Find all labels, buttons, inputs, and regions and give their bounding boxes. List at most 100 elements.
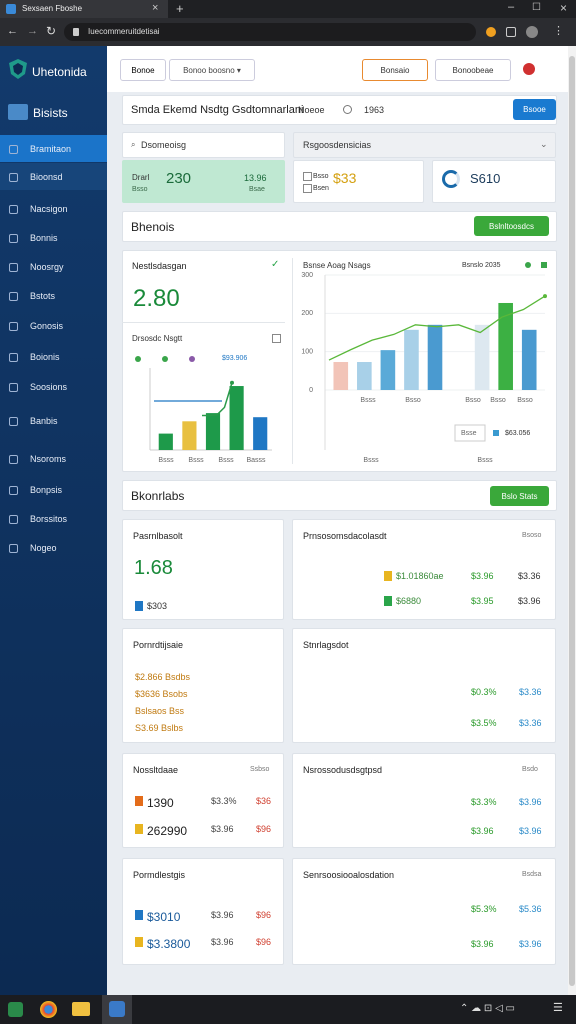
row-cell: $0.3% (471, 687, 497, 697)
nav-icon (9, 145, 18, 154)
nav-icon (9, 263, 18, 272)
line-end (543, 294, 547, 299)
app-icon (109, 1001, 125, 1017)
checkbox[interactable] (303, 184, 312, 193)
toolbar (107, 46, 568, 92)
notification-icon[interactable] (523, 63, 535, 75)
nav-item[interactable]: Nsoroms (30, 454, 67, 464)
browser-icon[interactable] (40, 1001, 57, 1018)
main-chart-title: Bsnse Aoag Nsags (303, 261, 371, 270)
nav-item[interactable]: Bramitaon (30, 144, 72, 154)
section-header (122, 480, 557, 511)
nav-icon (9, 322, 18, 331)
nav-icon (9, 173, 18, 182)
primary-button[interactable]: Bonsaio (362, 59, 428, 81)
stat-card: Pormdlestgis $3010 $3.96 $96 $3.3800 $3.96 $96 (122, 858, 284, 965)
nav-item[interactable]: Borssitos (30, 514, 68, 524)
x-label: Bsso (465, 397, 481, 404)
new-tab[interactable]: + (176, 1, 184, 16)
tab-close[interactable]: × (152, 2, 159, 14)
nav-item[interactable]: Bioonsd (30, 172, 63, 182)
bar (357, 362, 372, 390)
nav-icon (9, 417, 18, 426)
select-label: Bonoo boosno (183, 65, 235, 75)
start-button[interactable] (8, 1002, 23, 1017)
main-chart: 0 100 200 300 Bsss Bsso Bsso Bsso Bsso Bsse $63.05… (301, 272, 547, 464)
x-label: Basss (246, 457, 266, 464)
bar (229, 386, 244, 450)
filter-button[interactable]: Bonoe (120, 59, 166, 81)
header-button[interactable]: Bsooe (513, 99, 556, 120)
card-meta: Bsdo (522, 766, 538, 773)
dropdown[interactable] (293, 132, 556, 158)
select[interactable]: Bonoo boosno ▾ (169, 59, 255, 81)
row-cell: $3.36 (519, 687, 542, 697)
secondary-label: Bonoobeae (452, 65, 494, 75)
menu[interactable]: ⋮ (553, 25, 564, 37)
stat-card: Prnsosomsdacolasdt Bsoso $1.01860ae $3.96 $3… (292, 519, 556, 620)
row-cell: $3.96 (471, 826, 494, 836)
back[interactable]: ← (7, 25, 18, 37)
filter-label: Bonoe (131, 65, 155, 75)
nav-item[interactable]: Banbis (30, 416, 58, 426)
legend-dot (135, 356, 141, 362)
row-cell: $1.01860ae (396, 571, 444, 581)
stat-card: Nsrossodusdsgtpsd Bsdo $3.3% $3.96 $3.96 $3.9… (292, 753, 556, 848)
search-box[interactable] (122, 132, 285, 158)
stat-card (293, 160, 424, 203)
notifications[interactable]: ☰ (553, 1002, 563, 1014)
nav-item[interactable]: Bonnis (30, 233, 58, 243)
x-label: Bsss (360, 397, 376, 404)
nav-item[interactable]: Gonosis (30, 321, 64, 331)
row-cell: $3.36 (519, 718, 542, 728)
bar (521, 329, 537, 390)
profile[interactable] (526, 26, 538, 38)
kpi-label: Nestlsdasgan (132, 261, 187, 271)
x-label: Bsss (188, 457, 204, 464)
nav-icon (9, 455, 18, 464)
section-button[interactable]: Bslo Stats (490, 486, 549, 506)
scrollbar[interactable] (568, 46, 576, 995)
reload[interactable]: ↻ (46, 24, 57, 38)
nav-item[interactable]: Nacsigon (30, 204, 68, 214)
row-cell: $3010 (147, 910, 181, 924)
primary-label: Bonsaio (380, 65, 410, 75)
card-title: Pasrnlbasolt (133, 531, 183, 541)
checkbox[interactable] (303, 172, 312, 181)
divider (292, 258, 293, 464)
row-cell: $3.36 (518, 571, 541, 581)
row-cell: $3.96 (519, 939, 542, 949)
extension[interactable] (506, 27, 516, 37)
folder-icon[interactable] (72, 1002, 90, 1016)
extension[interactable] (486, 27, 496, 37)
stat-value: $33 (333, 170, 357, 186)
row-marker (135, 910, 143, 920)
minimize[interactable]: – (508, 1, 515, 13)
nav-item[interactable]: Bonpsis (30, 485, 63, 495)
row-cell: $96 (256, 910, 272, 920)
bar (380, 350, 396, 390)
nav-item[interactable]: Soosions (30, 382, 68, 392)
mini-chart: Bsss Bsss Bsss Basss (135, 356, 272, 464)
nav-item[interactable]: Nogeo (30, 543, 57, 553)
tab-bar: Sexsaen Fboshe × + – ☐ × (0, 0, 576, 18)
section-button[interactable]: Bslnltoosdcs (474, 216, 549, 236)
legend-box (454, 424, 486, 442)
close-window[interactable]: × (560, 1, 568, 15)
secondary-button[interactable]: Bonoobeae (435, 59, 511, 81)
card-meta: Bsdsa (522, 871, 542, 878)
stat-card: Nossltdaae Ssbso 1390 $3.3% $36 262990 $3.96 $9… (122, 753, 284, 848)
row-marker (135, 796, 143, 806)
nav-item[interactable]: Bstots (30, 291, 56, 301)
lock-icon (73, 28, 79, 36)
url-field[interactable] (64, 23, 476, 41)
forward[interactable]: → (27, 25, 38, 37)
expand-icon[interactable] (272, 334, 281, 343)
scroll-thumb[interactable] (569, 56, 575, 986)
nav-item[interactable]: Noosrgy (30, 262, 64, 272)
tab[interactable] (0, 0, 168, 18)
green-delta: 13.96 (244, 173, 267, 183)
nav-item[interactable]: Boionis (30, 352, 60, 362)
maximize[interactable]: ☐ (532, 2, 541, 13)
